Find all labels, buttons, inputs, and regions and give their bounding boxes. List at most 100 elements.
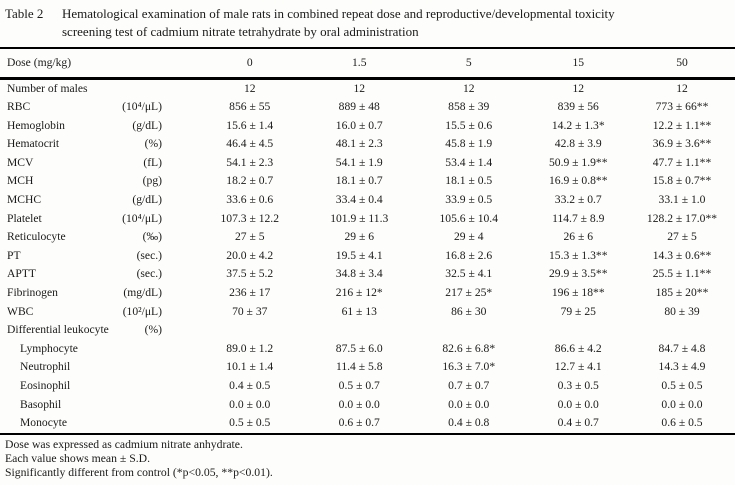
value-cell: 20.0 ± 4.2 bbox=[226, 248, 274, 262]
column-spacer bbox=[162, 247, 195, 266]
value-cell: 12 bbox=[572, 81, 585, 95]
value-cell: 86.6 ± 4.2 bbox=[554, 341, 602, 355]
value-cell: 196 ± 18** bbox=[551, 286, 605, 300]
value-cell: 15.5 ± 0.6 bbox=[445, 118, 493, 132]
table-row: RBC (10⁴/μL) 856 ± 55 889 ± 48 858 ± 39 839 ±… bbox=[0, 98, 735, 117]
table-title: Hematological examination of male rats i… bbox=[62, 5, 725, 41]
value-cell: 15.3 ± 1.3** bbox=[548, 248, 608, 262]
table-row: Monocyte 0.5 ± 0.5 0.6 ± 0.7 0.4 ± 0.8 0.4 ±… bbox=[0, 414, 735, 433]
row-label: PT bbox=[7, 248, 21, 262]
column-spacer bbox=[162, 414, 195, 433]
value-cell: 34.8 ± 3.4 bbox=[335, 267, 383, 281]
value-cell: 12 bbox=[462, 81, 475, 95]
value-cell: 26 ± 6 bbox=[563, 230, 594, 244]
row-label: WBC bbox=[7, 304, 34, 318]
value-cell: 12.7 ± 4.1 bbox=[554, 360, 602, 374]
footnote-line: Each value shows mean ± S.D. bbox=[5, 452, 151, 466]
dose-label: Dose (mg/kg) bbox=[7, 56, 72, 69]
row-label: Differential leukocyte bbox=[7, 323, 109, 337]
column-spacer bbox=[162, 377, 195, 396]
table-row: Reticulocyte (‰) 27 ± 5 29 ± 6 29 ± 4 26 ± 6 2… bbox=[0, 228, 735, 247]
value-cell: 0.0 ± 0.0 bbox=[448, 397, 490, 411]
value-cell: 185 ± 20** bbox=[655, 286, 709, 300]
row-unit: (%) bbox=[144, 137, 162, 151]
column-spacer bbox=[162, 228, 195, 247]
row-unit bbox=[106, 340, 162, 359]
value-cell: 80 ± 39 bbox=[664, 304, 700, 318]
row-label: Fibrinogen bbox=[7, 286, 58, 300]
value-cell: 0.5 ± 0.5 bbox=[229, 416, 271, 430]
value-cell: 0.3 ± 0.5 bbox=[557, 379, 599, 392]
dose-value: 1.5 bbox=[352, 56, 367, 69]
horizontal-rule-bottom bbox=[0, 432, 735, 436]
table-row: Hematocrit (%) 46.4 ± 4.5 48.1 ± 2.3 45.8 ± … bbox=[0, 135, 735, 154]
value-cell: 19.5 ± 4.1 bbox=[335, 248, 383, 262]
value-cell: 0.6 ± 0.5 bbox=[661, 416, 703, 430]
value-cell: 33.1 ± 1.0 bbox=[658, 193, 706, 207]
table-row: Fibrinogen (mg/dL) 236 ± 17 216 ± 12* 217 ± … bbox=[0, 284, 735, 303]
row-unit bbox=[106, 396, 162, 415]
value-cell: 54.1 ± 2.3 bbox=[226, 155, 274, 169]
value-cell: 16.3 ± 7.0* bbox=[442, 360, 496, 374]
table-row: MCHC (g/dL) 33.6 ± 0.6 33.4 ± 0.4 33.9 ± 0.5… bbox=[0, 191, 735, 210]
column-spacer bbox=[162, 210, 195, 229]
value-cell: 53.4 ± 1.4 bbox=[445, 155, 493, 169]
value-cell: 16.9 ± 0.8** bbox=[548, 174, 608, 188]
value-cell: 15.6 ± 1.4 bbox=[226, 118, 274, 132]
value-cell: 18.1 ± 0.5 bbox=[445, 174, 493, 188]
row-unit: (fL) bbox=[143, 155, 162, 169]
column-spacer bbox=[162, 135, 195, 154]
column-spacer bbox=[162, 80, 195, 99]
column-spacer bbox=[162, 191, 195, 210]
value-cell: 12 bbox=[243, 81, 256, 95]
value-cell: 29 ± 4 bbox=[453, 230, 484, 244]
value-cell: 37.5 ± 5.2 bbox=[226, 267, 274, 281]
row-label: MCH bbox=[7, 174, 34, 188]
row-label: Monocyte bbox=[20, 416, 68, 430]
row-unit: (10⁴/μL) bbox=[122, 100, 162, 114]
value-cell: 889 ± 48 bbox=[338, 100, 380, 114]
row-label: Neutrophil bbox=[20, 360, 71, 374]
column-spacer bbox=[162, 172, 195, 191]
row-label: Eosinophil bbox=[20, 379, 71, 392]
value-cell: 0.6 ± 0.7 bbox=[338, 416, 380, 430]
column-spacer bbox=[162, 284, 195, 303]
table-number: Table 2 bbox=[5, 6, 44, 21]
footnote-line: Significantly different from control (*p… bbox=[5, 465, 273, 479]
row-label: RBC bbox=[7, 100, 31, 114]
column-spacer bbox=[162, 340, 195, 359]
table-row: Neutrophil 10.1 ± 1.4 11.4 ± 5.8 16.3 ± 7.0… bbox=[0, 358, 735, 377]
value-cell: 0.0 ± 0.0 bbox=[338, 397, 380, 411]
value-cell bbox=[633, 321, 731, 340]
value-cell: 107.3 ± 12.2 bbox=[220, 211, 280, 225]
value-cell: 0.7 ± 0.7 bbox=[448, 379, 490, 392]
row-unit: (10²/μL) bbox=[122, 304, 162, 318]
table-caption: Table 2 Hematological examination of mal… bbox=[0, 0, 735, 41]
value-cell: 0.0 ± 0.0 bbox=[229, 397, 271, 411]
row-unit bbox=[106, 414, 162, 433]
row-unit bbox=[106, 358, 162, 377]
column-spacer bbox=[162, 117, 195, 136]
column-spacer bbox=[162, 321, 195, 340]
value-cell: 12 bbox=[353, 81, 366, 95]
value-cell: 14.3 ± 0.6** bbox=[652, 248, 712, 262]
value-cell: 236 ± 17 bbox=[229, 286, 271, 300]
value-cell: 70 ± 37 bbox=[232, 304, 268, 318]
row-unit: (g/dL) bbox=[132, 193, 162, 207]
value-cell: 86 ± 30 bbox=[451, 304, 487, 318]
row-label: MCV bbox=[7, 155, 34, 169]
row-label: Reticulocyte bbox=[7, 230, 66, 244]
table-row: Basophil 0.0 ± 0.0 0.0 ± 0.0 0.0 ± 0.0 0.0 ±… bbox=[0, 396, 735, 415]
value-cell: 87.5 ± 6.0 bbox=[335, 341, 383, 355]
column-spacer bbox=[162, 98, 195, 117]
value-cell: 89.0 ± 1.2 bbox=[226, 341, 274, 355]
value-cell: 47.7 ± 1.1** bbox=[652, 155, 712, 169]
row-label: Hemoglobin bbox=[7, 118, 65, 132]
value-cell: 10.1 ± 1.4 bbox=[226, 360, 274, 374]
table-row: APTT (sec.) 37.5 ± 5.2 34.8 ± 3.4 32.5 ± 4.1… bbox=[0, 265, 735, 284]
footnotes: Dose was expressed as cadmium nitrate an… bbox=[0, 435, 735, 479]
row-unit: (%) bbox=[144, 323, 162, 337]
table-row: Lymphocyte 89.0 ± 1.2 87.5 ± 6.0 82.6 ± 6.8… bbox=[0, 340, 735, 359]
row-label: Basophil bbox=[20, 397, 62, 411]
